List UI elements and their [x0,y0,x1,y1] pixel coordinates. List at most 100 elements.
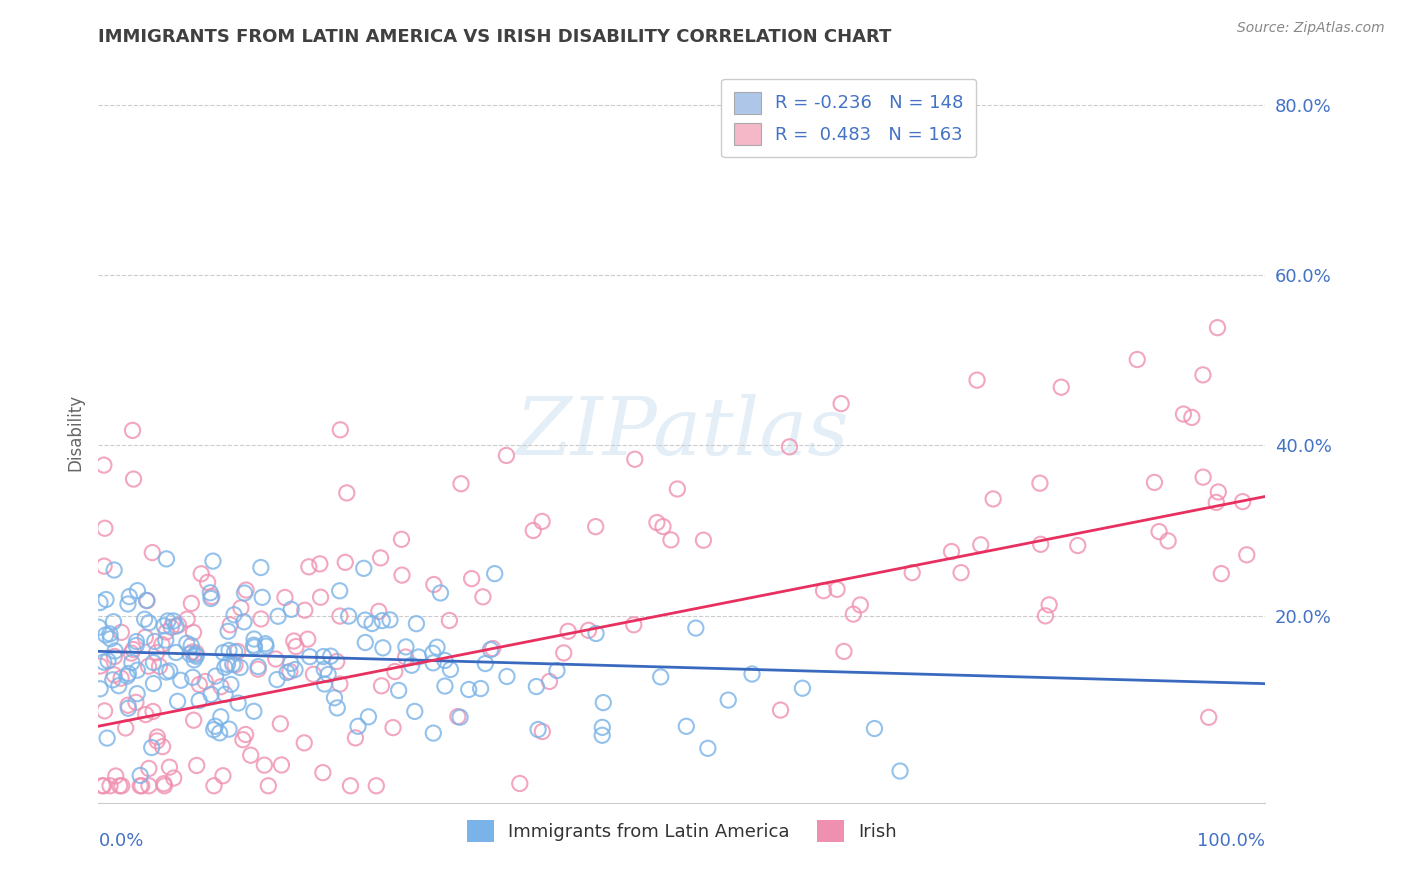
Point [243,704,266,718]
Point [1147,524,1170,539]
Point [401,658,423,673]
Point [280,657,302,671]
Point [314,662,336,676]
Point [308,557,330,571]
Point [125,639,148,653]
Point [1211,566,1233,581]
Point [111,779,134,793]
Point [201,590,224,604]
Point [131,779,153,793]
Point [319,649,342,664]
Point [108,779,131,793]
Point [901,566,924,580]
Point [527,723,550,737]
Point [269,716,291,731]
Point [217,657,239,672]
Point [470,681,492,696]
Point [426,640,449,655]
Point [165,619,187,633]
Point [329,677,352,691]
Point [94,628,117,642]
Point [107,679,129,693]
Point [138,615,160,630]
Point [204,669,226,683]
Point [366,779,388,793]
Point [1192,470,1215,484]
Point [312,649,335,664]
Point [329,583,352,598]
Text: Source: ZipAtlas.com: Source: ZipAtlas.com [1237,21,1385,35]
Point [391,533,413,547]
Point [87,620,110,634]
Point [1038,598,1060,612]
Point [423,577,446,591]
Point [93,655,115,669]
Point [143,634,166,648]
Point [429,586,451,600]
Point [127,583,149,598]
Point [326,655,349,669]
Point [298,559,321,574]
Point [194,674,217,689]
Point [138,779,160,793]
Point [696,741,718,756]
Point [509,776,531,790]
Point [439,614,461,628]
Point [1143,475,1166,490]
Point [538,674,561,689]
Point [190,566,212,581]
Point [388,683,411,698]
Point [1126,352,1149,367]
Point [110,625,132,640]
Point [141,545,163,559]
Y-axis label: Disability: Disability [66,394,84,471]
Point [316,667,339,681]
Point [531,515,554,529]
Point [339,779,361,793]
Point [357,710,380,724]
Point [155,625,177,640]
Point [591,728,613,742]
Point [335,555,357,569]
Point [312,765,335,780]
Point [98,779,121,793]
Point [110,671,132,685]
Point [183,625,205,640]
Point [218,722,240,736]
Point [460,572,482,586]
Point [153,779,176,793]
Point [966,373,988,387]
Point [250,612,273,626]
Point [152,777,174,791]
Point [115,669,138,683]
Point [181,670,204,684]
Point [120,646,142,660]
Point [247,662,270,676]
Point [471,590,494,604]
Point [391,568,413,582]
Point [1192,368,1215,382]
Point [645,516,668,530]
Point [153,619,176,633]
Point [433,653,456,667]
Point [186,649,208,664]
Point [253,758,276,772]
Point [179,647,201,661]
Point [217,624,239,639]
Point [384,665,406,679]
Point [166,694,188,708]
Point [235,582,257,597]
Point [103,649,125,664]
Point [129,768,152,782]
Point [284,663,307,677]
Point [184,648,207,662]
Point [692,533,714,548]
Point [717,693,740,707]
Text: 0.0%: 0.0% [98,832,143,850]
Point [474,657,496,671]
Point [270,758,292,772]
Point [361,616,384,631]
Point [297,632,319,647]
Point [145,646,167,660]
Point [91,779,114,793]
